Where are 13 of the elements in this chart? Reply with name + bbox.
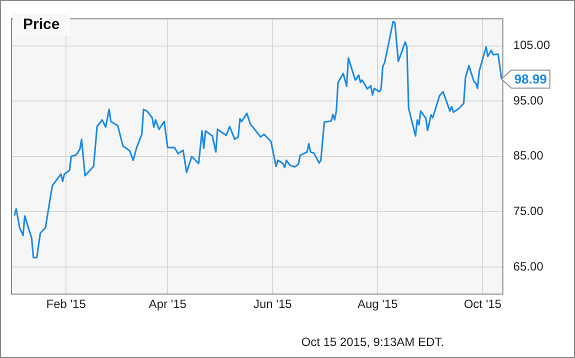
- annotation: 98.99: [514, 72, 547, 87]
- x-tick-label: Apr '15: [148, 297, 187, 312]
- x-tick-label: Oct '15: [464, 297, 502, 312]
- x-tick-label: Aug '15: [357, 297, 398, 312]
- y-tick-label: 85.00: [513, 148, 544, 163]
- y-tick-label: 105.00: [513, 38, 550, 52]
- x-tick-label: Feb '15: [46, 297, 86, 312]
- y-tick-label: 75.00: [513, 204, 544, 218]
- x-tick-label: Jun '15: [253, 297, 292, 312]
- text: Oct 15 2015, 9:13AM EDT.: [301, 335, 444, 349]
- y-tick-label: 65.00: [513, 259, 544, 274]
- y-tick-label: 95.00: [513, 93, 544, 108]
- chart-title: Price: [13, 13, 70, 36]
